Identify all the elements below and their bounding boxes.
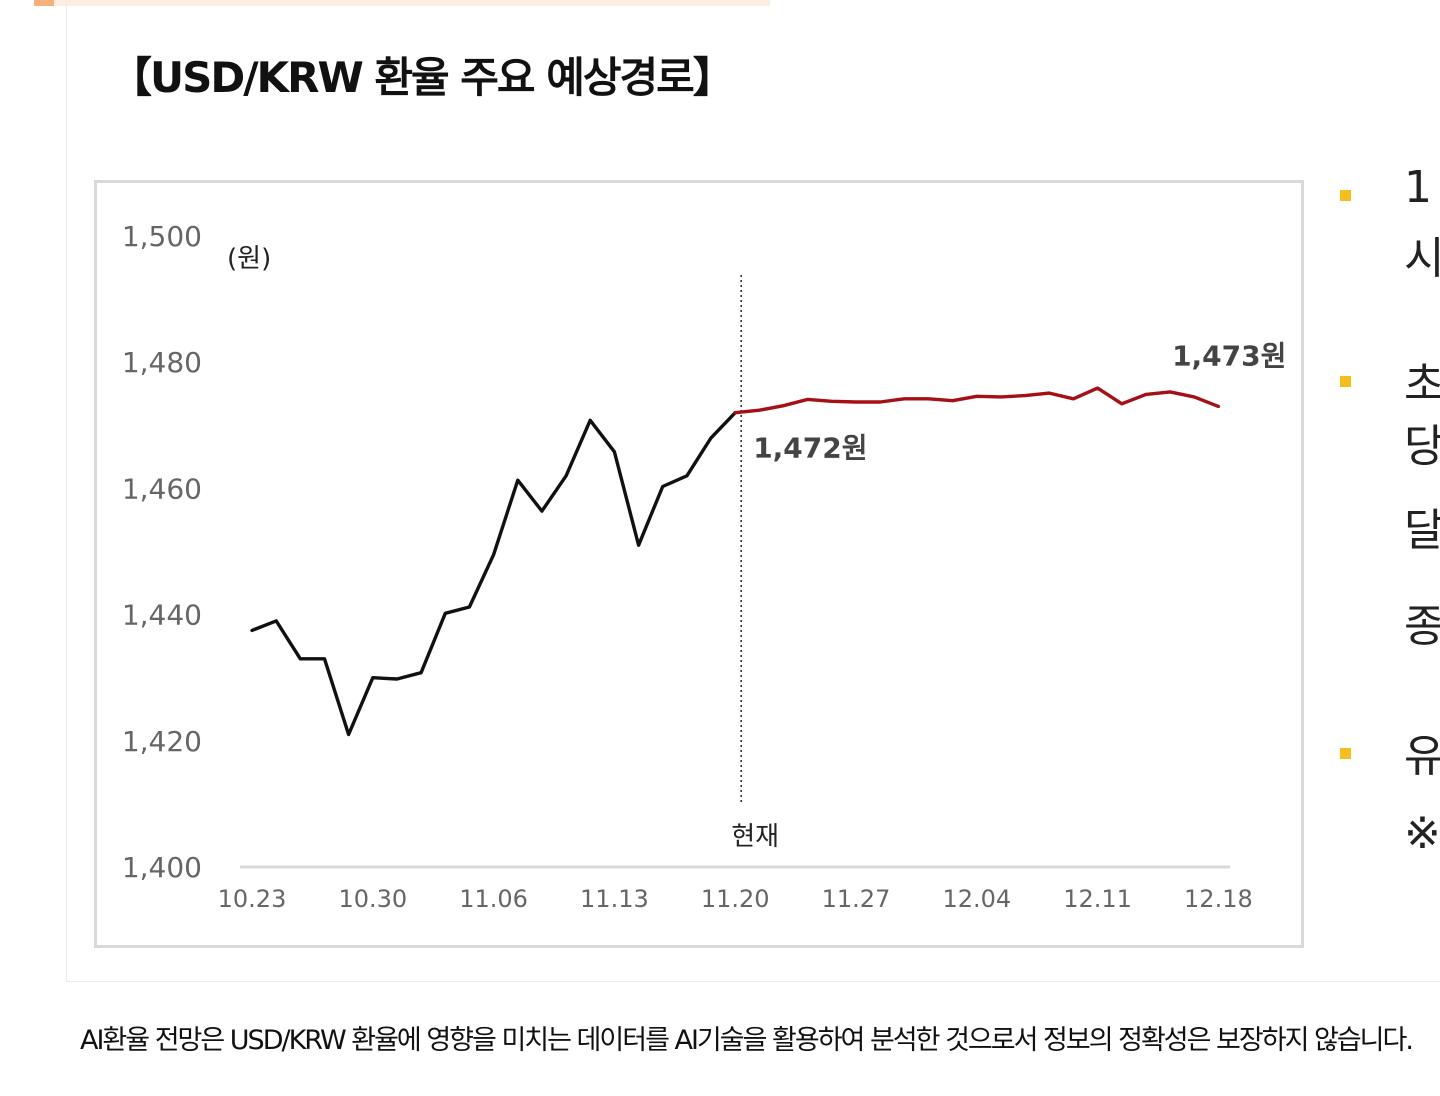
side-panel-text: 당: [1404, 421, 1440, 472]
forecast-rate-line: [733, 386, 1221, 415]
side-panel-text: 종: [1404, 601, 1440, 652]
x-tick-label: 11.27: [822, 885, 891, 913]
y-unit-label: (원): [227, 244, 271, 274]
side-panel-text: 1: [1404, 162, 1432, 213]
exchange-rate-chart: 1,500 1,480 1,460 1,440 1,420 1,400 10.23 10.30…: [122, 220, 1287, 913]
page-title: 【USD/KRW 환율 주요 예상경로】: [110, 53, 735, 102]
chart-frame: 1,500 1,480 1,460 1,440 1,420 1,400 10.23 10.30…: [94, 180, 1304, 948]
y-tick-label: 1,480: [122, 346, 202, 379]
x-tick-label: 11.13: [580, 885, 649, 913]
x-tick-label: 12.11: [1063, 885, 1132, 913]
forecast-end-value-label: 1,473원: [1172, 339, 1286, 372]
top-strip-accent: [34, 0, 54, 6]
y-tick-label: 1,420: [122, 725, 202, 758]
current-value-label: 1,472원: [753, 432, 867, 465]
side-panel-text: 초: [1404, 359, 1440, 410]
y-tick-label: 1,460: [122, 472, 202, 505]
x-tick-label: 10.23: [218, 885, 287, 913]
x-tick-label: 10.30: [338, 885, 407, 913]
x-tick-label: 12.18: [1184, 885, 1253, 913]
y-tick-label: 1,440: [122, 599, 202, 632]
bullet-icon: [1340, 748, 1351, 759]
bullet-icon: [1340, 376, 1351, 387]
side-panel-text: 달: [1404, 505, 1440, 556]
top-strip: [34, 0, 770, 6]
side-panel-text: 시: [1404, 233, 1440, 284]
content-card: [66, 0, 1440, 982]
y-tick-label: 1,500: [122, 220, 202, 253]
x-tick-label: 12.04: [942, 885, 1011, 913]
actual-rate-line: [250, 410, 737, 737]
bullet-icon: [1340, 190, 1351, 201]
footnote: AI환율 전망은 USD/KRW 환율에 영향을 미치는 데이터를 AI기술을 …: [80, 1025, 1414, 1056]
side-panel-text: ※: [1404, 808, 1440, 859]
y-tick-label: 1,400: [122, 851, 202, 884]
side-panel-text: 유: [1404, 731, 1440, 782]
x-tick-label: 11.06: [459, 885, 528, 913]
x-tick-label: 11.20: [701, 885, 770, 913]
now-marker-label: 현재: [731, 822, 779, 852]
